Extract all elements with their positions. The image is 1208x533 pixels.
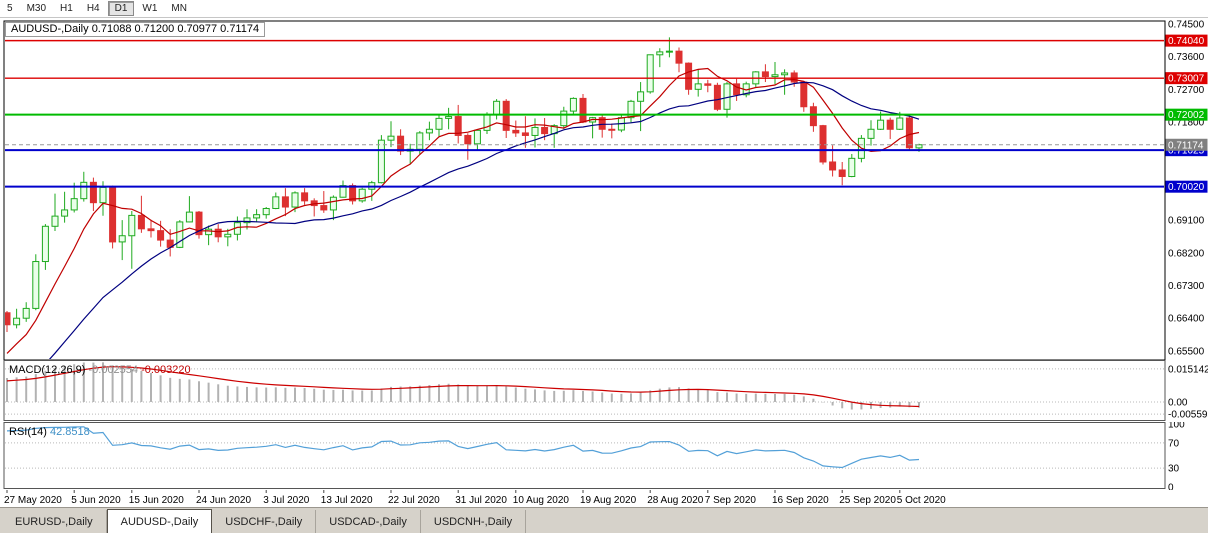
svg-text:0.70020: 0.70020: [1168, 182, 1205, 193]
time-axis-labels: 27 May 2020 5 Jun 2020 15 Jun 2020 24 Jun 2…: [4, 490, 946, 506]
date-label: 5 Oct 2020: [897, 495, 946, 506]
svg-text:0.72002: 0.72002: [1168, 110, 1205, 121]
chart-tab-eurusddaily[interactable]: EURUSD-,Daily: [2, 510, 107, 533]
rsi-title: RSI(14) 42.8518: [9, 426, 90, 438]
price-badge-0.73007: [1165, 72, 1208, 85]
chart-tab-usdchfdaily[interactable]: USDCHF-,Daily: [212, 510, 317, 533]
svg-text:70: 70: [1168, 438, 1180, 449]
date-label: 3 Jul 2020: [263, 495, 310, 506]
rsi-line: [6, 426, 920, 469]
ma-fast-line: [6, 67, 920, 354]
timeframe-button-D1[interactable]: D1: [107, 1, 135, 16]
time-axis[interactable]: 27 May 2020 5 Jun 2020 15 Jun 2020 24 Jun 2…: [0, 490, 1208, 507]
svg-text:0.015142: 0.015142: [1168, 364, 1208, 375]
date-label: 7 Sep 2020: [705, 495, 757, 506]
timeframe-button-M30[interactable]: M30: [26, 3, 47, 14]
chart-symbol-period: AUDUSD-,Daily: [11, 23, 89, 35]
ma-slow-line: [48, 81, 920, 359]
price-badge-0.70020: [1165, 180, 1208, 193]
chart-tab-usdcnhdaily[interactable]: USDCNH-,Daily: [420, 510, 527, 533]
price-badge-0.72002: [1165, 108, 1208, 121]
price-chart-plot[interactable]: 0.74500 0.73600 0.72700 0.71800 0.69100 0.682…: [0, 17, 1208, 360]
chart-title: AUDUSD-,Daily 0.71088 0.71200 0.70977 0.…: [5, 22, 266, 37]
macd-title: MACD(12,26,9) -0.002554 -0.003220: [9, 364, 191, 376]
rsi-indicator-window[interactable]: 100 70 30 0 RSI(14) 42.8518: [0, 422, 1208, 490]
date-label: 31 Jul 2020: [455, 495, 507, 506]
macd-plot[interactable]: 0.015142 0.00 -0.005595: [0, 360, 1208, 422]
chart-ohlc-values: 0.71088 0.71200 0.70977 0.71174: [91, 23, 260, 35]
svg-text:0.71174: 0.71174: [1168, 140, 1204, 151]
timeframe-button-H4[interactable]: H4: [86, 3, 100, 14]
macd-signal-line: [6, 366, 920, 408]
rsi-plot[interactable]: 100 70 30 0: [0, 422, 1208, 490]
svg-text:0: 0: [1168, 483, 1174, 491]
svg-text:0.71800: 0.71800: [1168, 118, 1205, 129]
rsi-value: 42.8518: [49, 426, 90, 438]
main-chart-window[interactable]: 0.74500 0.73600 0.72700 0.71800 0.69100 0.682…: [0, 17, 1208, 360]
price-badge-0.71174: [1165, 138, 1208, 151]
svg-text:0.66400: 0.66400: [1168, 314, 1205, 325]
macd-label: MACD(12,26,9): [9, 364, 86, 376]
chart-tab-audusddaily[interactable]: AUDUSD-,Daily: [106, 509, 213, 533]
svg-text:30: 30: [1168, 464, 1180, 475]
macd-signal-value: -0.003220: [141, 364, 191, 376]
date-label: 13 Jul 2020: [321, 495, 373, 506]
timeframe-button-MN[interactable]: MN: [171, 3, 187, 14]
timeframe-button-5[interactable]: 5: [7, 3, 13, 14]
macd-main-value: -0.002554: [88, 364, 139, 376]
candles-and-lines: [5, 37, 1164, 359]
date-label: 25 Sep 2020: [839, 495, 896, 506]
chart-tab-bar: EURUSD-,Daily AUDUSD-,Daily USDCHF-,Daily U…: [0, 507, 1208, 533]
date-label: 27 May 2020: [4, 495, 62, 506]
date-label: 10 Aug 2020: [513, 495, 570, 506]
svg-text:0.68200: 0.68200: [1168, 248, 1205, 259]
price-axis[interactable]: 0.74500 0.73600 0.72700 0.71800 0.69100 0.682…: [1165, 19, 1208, 357]
svg-text:0.67300: 0.67300: [1168, 281, 1205, 292]
svg-text:100: 100: [1168, 422, 1185, 431]
date-label: 22 Jul 2020: [388, 495, 440, 506]
svg-text:0.72700: 0.72700: [1168, 85, 1205, 96]
macd-histogram: [6, 362, 920, 410]
timeframe-button-H1[interactable]: H1: [60, 3, 73, 14]
date-label: 15 Jun 2020: [129, 495, 184, 506]
rsi-label: RSI(14): [9, 426, 47, 438]
svg-text:0.73600: 0.73600: [1168, 52, 1205, 63]
date-label: 24 Jun 2020: [196, 495, 251, 506]
date-label: 19 Aug 2020: [580, 495, 637, 506]
svg-text:0.74040: 0.74040: [1168, 36, 1205, 47]
price-badge-0.74040: [1165, 34, 1208, 47]
svg-text:0.00: 0.00: [1168, 397, 1188, 408]
date-label: 28 Aug 2020: [647, 495, 704, 506]
svg-text:0.65500: 0.65500: [1168, 346, 1205, 357]
svg-text:0.69100: 0.69100: [1168, 216, 1205, 227]
svg-text:0.71025: 0.71025: [1168, 146, 1205, 157]
svg-text:0.74500: 0.74500: [1168, 19, 1205, 30]
macd-indicator-window[interactable]: 0.015142 0.00 -0.005595 MACD(12,26,9) -0.0…: [0, 360, 1208, 422]
chart-tab-usdcaddaily[interactable]: USDCAD-,Daily: [316, 510, 421, 533]
date-label: 5 Jun 2020: [71, 495, 121, 506]
timeframe-button-W1[interactable]: W1: [142, 3, 158, 14]
timeframe-toolbar: 5 M30 H1 H4 D1 W1 MN: [0, 0, 1208, 18]
svg-text:-0.005595: -0.005595: [1168, 410, 1208, 421]
date-label: 16 Sep 2020: [772, 495, 829, 506]
svg-text:0.73007: 0.73007: [1168, 74, 1205, 85]
